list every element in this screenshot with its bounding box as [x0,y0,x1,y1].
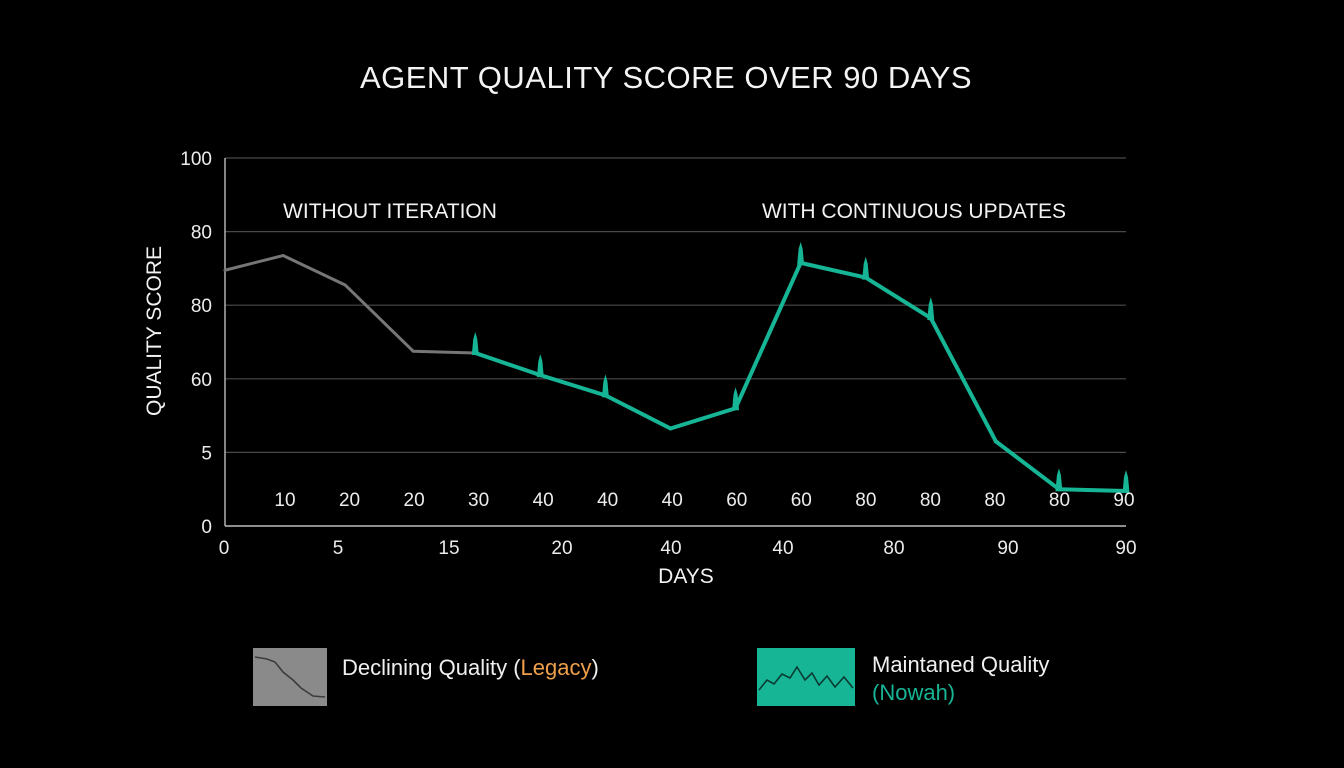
grid [225,157,1126,453]
y-tick-label: 100 [180,149,212,170]
legend-label-legacy-suffix: ) [591,655,599,680]
spike-marker [536,354,544,378]
inner-label: 40 [533,490,554,511]
inner-label: 40 [662,490,683,511]
legend-swatch-nowah-bg [757,648,855,706]
legend-label-legacy-prefix: Declining Quality ( [342,655,521,680]
legend-swatch-nowah-line [758,665,854,691]
inner-label: 80 [920,490,941,511]
x-tick-label: 5 [333,538,344,559]
inner-label: 80 [984,490,1005,511]
legend-label-legacy-highlight: Legacy [520,655,592,680]
x-tick-label: 80 [883,538,904,559]
inner-label: 30 [468,490,489,511]
inner-label: 20 [339,490,360,511]
legend-label-legacy: Declining Quality (Legacy) [342,654,599,682]
data-point-legacy [281,254,285,258]
x-tick-label: 40 [660,538,681,559]
data-point-nowah [993,439,998,444]
inner-label: 80 [1049,490,1070,511]
data-point-legacy [411,349,415,353]
marker-layer [223,241,1130,494]
inner-label: 60 [791,490,812,511]
spike-marker [927,297,935,321]
legend-swatch-legacy [253,648,327,706]
series-line-nowah [473,260,1128,494]
inner-label: 60 [726,490,747,511]
x-tick-label: 40 [772,538,793,559]
spike-marker [1122,470,1130,494]
legend-label-nowah-line1: Maintaned Quality [872,652,1050,677]
x-axis-title: DAYS [658,565,714,588]
spike-marker [732,387,740,411]
chart-title: AGENT QUALITY SCORE OVER 90 DAYS [359,60,973,95]
y-tick-label: 5 [201,443,212,464]
y-tick-label: 80 [191,223,212,244]
legend-label-nowah: Maintaned Quality (Nowah) [872,651,1049,707]
spike-marker [797,241,805,265]
inner-label: 40 [597,490,618,511]
annotation-without-iteration: WITHOUT ITERATION [283,200,497,223]
axes [224,158,1126,527]
spike-marker [862,256,870,280]
y-axis-title: QUALITY SCORE [143,246,166,416]
labels: 0 5 60 80 80 100 0 5 15 20 40 40 80 90 90 10 20 20 30 40 40 4… [180,149,1136,559]
spike-marker [1055,468,1063,492]
y-tick-label: 60 [191,370,212,391]
annotation-with-continuous-updates: WITH CONTINUOUS UPDATES [762,200,1066,223]
inner-label: 10 [274,490,295,511]
inner-label: 90 [1113,490,1134,511]
x-tick-label: 0 [219,538,230,559]
inner-label: 80 [855,490,876,511]
spike-marker [601,374,609,398]
series-line-legacy [223,254,477,355]
legend-item-nowah: Maintaned Quality (Nowah) [757,648,1049,707]
y-tick-label: 0 [201,517,212,538]
series-layer [223,254,1128,494]
y-tick-label: 80 [191,296,212,317]
x-tick-label: 20 [551,538,572,559]
data-point-legacy [343,283,347,287]
x-tick-label: 15 [438,538,459,559]
spike-marker [471,332,479,356]
legend-label-nowah-line2: (Nowah) [872,680,956,705]
legend-item-legacy: Declining Quality (Legacy) [253,648,599,706]
data-point-nowah [668,426,673,431]
line-chart: 0 5 60 80 80 100 0 5 15 20 40 40 80 90 90 10 20 20 30 40 40 4… [143,149,1137,588]
legend-swatch-nowah [757,648,855,706]
x-tick-label: 90 [997,538,1018,559]
x-tick-label: 90 [1115,538,1136,559]
inner-label: 20 [404,490,425,511]
data-point-legacy [223,268,227,272]
legend-swatch-legacy-line [254,656,326,698]
